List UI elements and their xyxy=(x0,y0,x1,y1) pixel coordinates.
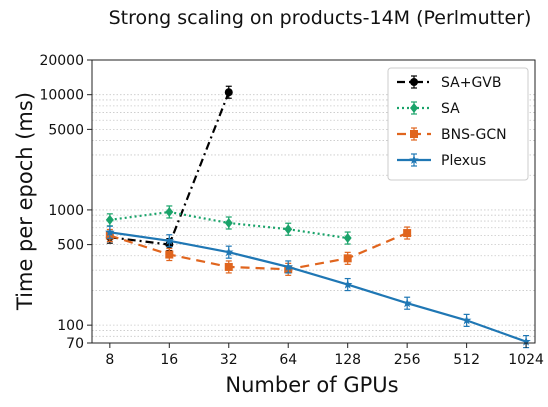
legend-marker xyxy=(409,155,419,164)
legend-label: SA xyxy=(441,101,460,117)
x-tick-label: 1024 xyxy=(508,352,544,368)
legend-marker xyxy=(410,78,418,86)
x-tick-label: 16 xyxy=(160,352,178,368)
data-point xyxy=(343,233,352,244)
y-ticks: 70 100 500 1000 5000 10000 20000 xyxy=(39,53,92,352)
y-tick-label: 500 xyxy=(57,238,84,254)
legend-label: SA+GVB xyxy=(441,75,501,91)
data-point xyxy=(224,247,234,257)
series-line xyxy=(109,91,230,246)
series-plexus xyxy=(105,225,531,349)
legend-entry-sa: SA xyxy=(397,101,460,117)
plot-frame xyxy=(91,59,536,344)
chart-title: Strong scaling on products-14M (Perlmutt… xyxy=(109,7,532,29)
legend-entry-sa-gvb: SA+GVB xyxy=(397,75,501,91)
data-point xyxy=(342,279,353,289)
series-sa xyxy=(105,205,352,245)
data-point xyxy=(403,229,412,238)
x-ticks: 8 16 32 64 128 256 512 1024 xyxy=(105,343,544,368)
legend-marker xyxy=(410,103,418,113)
legend-entry-plexus: Plexus xyxy=(397,153,486,169)
data-point xyxy=(283,261,293,271)
grid-lines xyxy=(92,59,535,344)
series-layer xyxy=(105,85,531,349)
x-axis-label: Number of GPUs xyxy=(225,373,398,397)
data-point xyxy=(165,250,174,259)
y-tick-label: 1000 xyxy=(48,203,84,219)
y-tick-label: 20000 xyxy=(39,53,84,69)
x-tick-label: 32 xyxy=(220,352,238,368)
series-bns-gcn xyxy=(105,226,412,276)
x-tick-label: 512 xyxy=(453,352,480,368)
data-point xyxy=(164,235,175,245)
data-point xyxy=(105,227,115,237)
data-point xyxy=(224,262,233,271)
legend-entry-bns-gcn: BNS-GCN xyxy=(397,127,507,143)
x-tick-label: 64 xyxy=(279,352,297,368)
data-point xyxy=(402,298,412,308)
series-sa-gvb xyxy=(105,85,233,252)
data-point xyxy=(165,206,174,217)
series-line xyxy=(109,231,527,343)
legend: SA+GVB SA BNS-GCN Plexus xyxy=(387,67,529,181)
data-point xyxy=(521,336,531,346)
data-point xyxy=(224,217,233,228)
series-line xyxy=(109,231,408,271)
data-point xyxy=(224,88,233,97)
data-point xyxy=(343,254,352,263)
x-tick-label: 256 xyxy=(394,352,421,368)
data-point xyxy=(105,214,114,225)
y-axis-label: Time per epoch (ms) xyxy=(13,92,37,311)
x-tick-label: 128 xyxy=(334,352,361,368)
legend-frame xyxy=(387,67,529,181)
y-tick-label: 100 xyxy=(57,318,84,334)
legend-label: BNS-GCN xyxy=(441,127,507,143)
legend-marker xyxy=(410,130,418,138)
y-tick-label: 70 xyxy=(66,336,84,352)
legend-label: Plexus xyxy=(441,153,486,169)
x-tick-label: 8 xyxy=(105,352,114,368)
data-point xyxy=(284,224,293,235)
y-tick-label: 10000 xyxy=(39,88,84,104)
y-tick-label: 5000 xyxy=(48,122,84,138)
data-point xyxy=(461,315,472,325)
